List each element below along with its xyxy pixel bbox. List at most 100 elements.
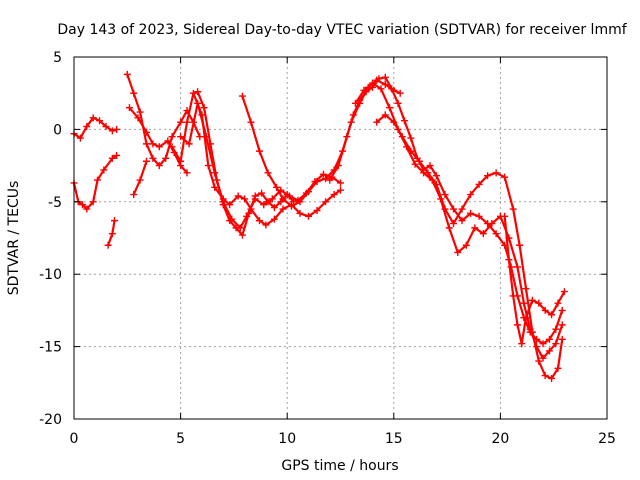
data-point: [475, 212, 483, 220]
data-point: [168, 143, 176, 151]
data-point: [548, 311, 556, 319]
data-point: [183, 118, 191, 126]
data-point: [545, 347, 553, 355]
data-point: [89, 114, 97, 122]
data-point: [134, 114, 142, 122]
data-point: [258, 189, 266, 197]
data-point: [247, 118, 255, 126]
data-point: [552, 325, 560, 333]
data-point: [488, 220, 496, 228]
data-point: [255, 147, 263, 155]
data-point: [400, 117, 408, 125]
data-point: [264, 198, 272, 206]
data-point: [185, 140, 193, 148]
series-line: [503, 215, 566, 345]
series-track-c: [104, 217, 119, 249]
data-point: [539, 340, 547, 348]
data-point: [458, 217, 466, 225]
data-point: [149, 154, 157, 162]
data-point: [313, 178, 321, 186]
data-point: [349, 111, 357, 119]
data-point: [96, 117, 104, 125]
data-point: [241, 195, 249, 203]
series-track-g: [168, 89, 344, 229]
data-point: [264, 169, 272, 177]
data-point: [183, 169, 191, 177]
data-point: [337, 186, 344, 194]
data-point: [136, 176, 144, 184]
data-point: [337, 179, 344, 187]
y-tick-label: -15: [39, 340, 62, 356]
data-point: [492, 169, 500, 177]
series-line: [196, 90, 295, 237]
series-track-f: [130, 157, 150, 199]
data-point: [509, 205, 517, 213]
data-point: [522, 285, 530, 293]
series-line: [179, 102, 342, 229]
data-point: [377, 85, 385, 93]
data-point: [200, 104, 208, 112]
data-point: [558, 321, 566, 329]
data-layer: [70, 70, 568, 382]
data-point: [104, 241, 112, 249]
data-point: [528, 328, 536, 336]
data-point: [522, 314, 530, 322]
y-tick-label: -5: [48, 195, 62, 211]
data-point: [554, 364, 562, 372]
data-point: [177, 157, 185, 165]
data-point: [528, 296, 536, 304]
data-point: [520, 299, 528, 307]
data-point: [177, 133, 185, 141]
data-point: [177, 118, 185, 126]
data-point: [194, 88, 202, 96]
data-point: [108, 127, 116, 135]
data-point: [484, 172, 492, 180]
data-point: [113, 125, 121, 133]
data-point: [501, 212, 509, 220]
data-point: [545, 335, 553, 343]
data-point: [458, 205, 466, 213]
data-point: [424, 169, 432, 177]
data-point: [83, 205, 91, 213]
series-line: [241, 79, 402, 208]
data-point: [204, 162, 212, 170]
data-point: [560, 288, 568, 296]
data-point: [322, 175, 330, 183]
x-tick-label: 10: [278, 431, 296, 447]
data-point: [319, 170, 327, 178]
data-point: [113, 151, 121, 159]
data-point: [441, 191, 449, 199]
data-point: [270, 215, 278, 223]
data-point: [211, 183, 219, 191]
data-point: [273, 183, 281, 191]
data-point: [262, 221, 270, 229]
data-point: [296, 209, 304, 217]
x-tick-label: 15: [385, 431, 403, 447]
data-point: [368, 79, 376, 87]
data-point: [381, 111, 389, 119]
data-point: [467, 191, 475, 199]
series-track-i: [194, 88, 298, 239]
data-point: [189, 89, 197, 97]
data-point: [232, 224, 240, 232]
data-point: [164, 137, 172, 145]
series-track-m: [373, 111, 566, 382]
data-point: [111, 217, 119, 225]
data-point: [432, 172, 440, 180]
data-point: [287, 202, 295, 210]
data-point: [343, 133, 351, 141]
data-point: [415, 157, 423, 165]
data-point: [251, 192, 259, 200]
data-point: [552, 340, 560, 348]
data-point: [513, 321, 521, 329]
plot-frame: [73, 56, 608, 420]
data-point: [279, 205, 287, 213]
data-point: [89, 198, 97, 206]
y-tick-label: -20: [39, 412, 62, 428]
data-point: [509, 292, 517, 300]
data-point: [234, 192, 242, 200]
data-point: [226, 217, 234, 225]
data-point: [270, 204, 278, 212]
data-point: [518, 340, 526, 348]
